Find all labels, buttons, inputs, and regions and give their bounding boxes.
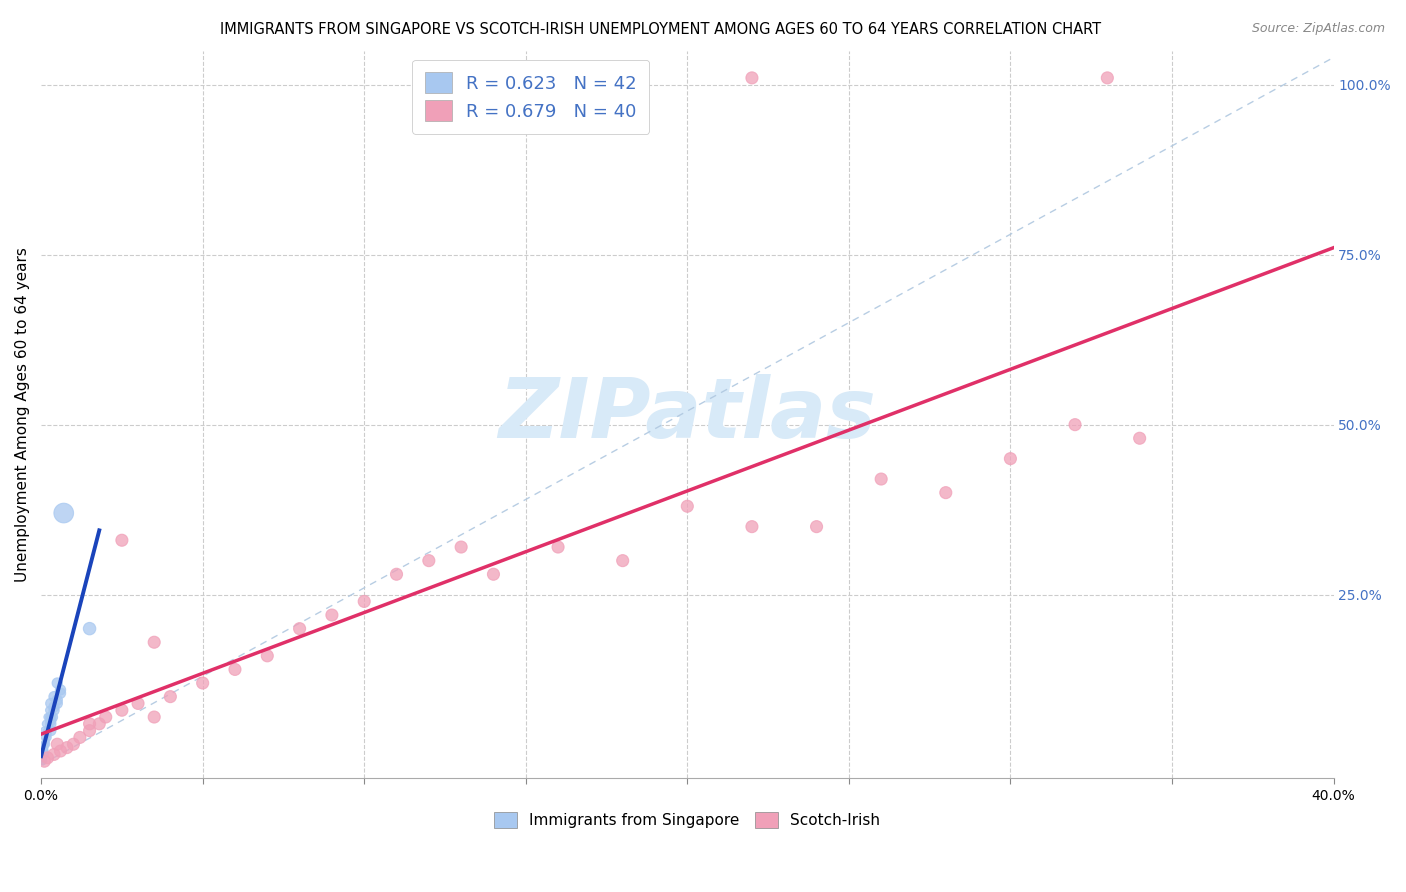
Point [39, 714, 62, 728]
Point [34, 731, 56, 745]
Point [321, 608, 343, 623]
Point [79, 716, 101, 731]
Point [69, 731, 91, 745]
Point [38, 703, 60, 717]
Point [31, 751, 53, 765]
Point [37, 710, 59, 724]
Point [806, 519, 828, 533]
Point [143, 635, 166, 649]
Point [46, 693, 69, 707]
Point [1129, 431, 1152, 445]
Point [41, 710, 63, 724]
Point [94, 710, 117, 724]
Point [34, 737, 56, 751]
Point [42, 699, 65, 714]
Point [39, 710, 62, 724]
Point [418, 554, 440, 568]
Point [37, 751, 59, 765]
Point [35, 734, 58, 748]
Point [34, 737, 56, 751]
Point [32, 747, 55, 762]
Point [37, 731, 59, 745]
Point [79, 622, 101, 636]
Point [37, 723, 59, 738]
Point [34, 744, 56, 758]
Legend: Immigrants from Singapore, Scotch-Irish: Immigrants from Singapore, Scotch-Irish [486, 805, 889, 836]
Point [34, 723, 56, 738]
Point [935, 485, 957, 500]
Point [32, 744, 55, 758]
Point [111, 703, 134, 717]
Point [143, 710, 166, 724]
Point [612, 554, 634, 568]
Point [49, 682, 72, 697]
Point [32, 747, 55, 762]
Point [385, 567, 408, 582]
Point [288, 622, 311, 636]
Point [89, 716, 111, 731]
Point [1097, 70, 1119, 85]
Point [32, 751, 55, 765]
Point [79, 723, 101, 738]
Point [42, 690, 65, 704]
Point [49, 744, 72, 758]
Point [1064, 417, 1087, 432]
Point [31, 754, 53, 768]
Point [38, 720, 60, 734]
Point [31, 754, 53, 768]
Point [39, 697, 62, 711]
Text: Source: ZipAtlas.com: Source: ZipAtlas.com [1251, 22, 1385, 36]
Point [31, 751, 53, 765]
Point [547, 540, 569, 554]
Point [353, 594, 375, 608]
Text: ZIPatlas: ZIPatlas [498, 374, 876, 455]
Text: IMMIGRANTS FROM SINGAPORE VS SCOTCH-IRISH UNEMPLOYMENT AMONG AGES 60 TO 64 YEARS: IMMIGRANTS FROM SINGAPORE VS SCOTCH-IRIS… [221, 22, 1101, 37]
Point [49, 686, 72, 700]
Point [46, 676, 69, 690]
Y-axis label: Unemployment Among Ages 60 to 64 years: Unemployment Among Ages 60 to 64 years [15, 247, 30, 582]
Point [46, 697, 69, 711]
Point [39, 716, 62, 731]
Point [34, 744, 56, 758]
Point [37, 723, 59, 738]
Point [42, 703, 65, 717]
Point [52, 506, 75, 520]
Point [35, 716, 58, 731]
Point [46, 737, 69, 751]
Point [39, 723, 62, 738]
Point [676, 500, 699, 514]
Point [741, 519, 763, 533]
Point [741, 70, 763, 85]
Point [482, 567, 505, 582]
Point [34, 740, 56, 755]
Point [35, 737, 58, 751]
Point [450, 540, 472, 554]
Point [224, 662, 246, 676]
Point [191, 676, 214, 690]
Point [34, 754, 56, 768]
Point [37, 727, 59, 741]
Point [42, 747, 65, 762]
Point [56, 740, 79, 755]
Point [62, 737, 84, 751]
Point [111, 533, 134, 548]
Point [34, 747, 56, 762]
Point [870, 472, 893, 486]
Point [1000, 451, 1022, 466]
Point [256, 648, 278, 663]
Point [127, 697, 149, 711]
Point [159, 690, 181, 704]
